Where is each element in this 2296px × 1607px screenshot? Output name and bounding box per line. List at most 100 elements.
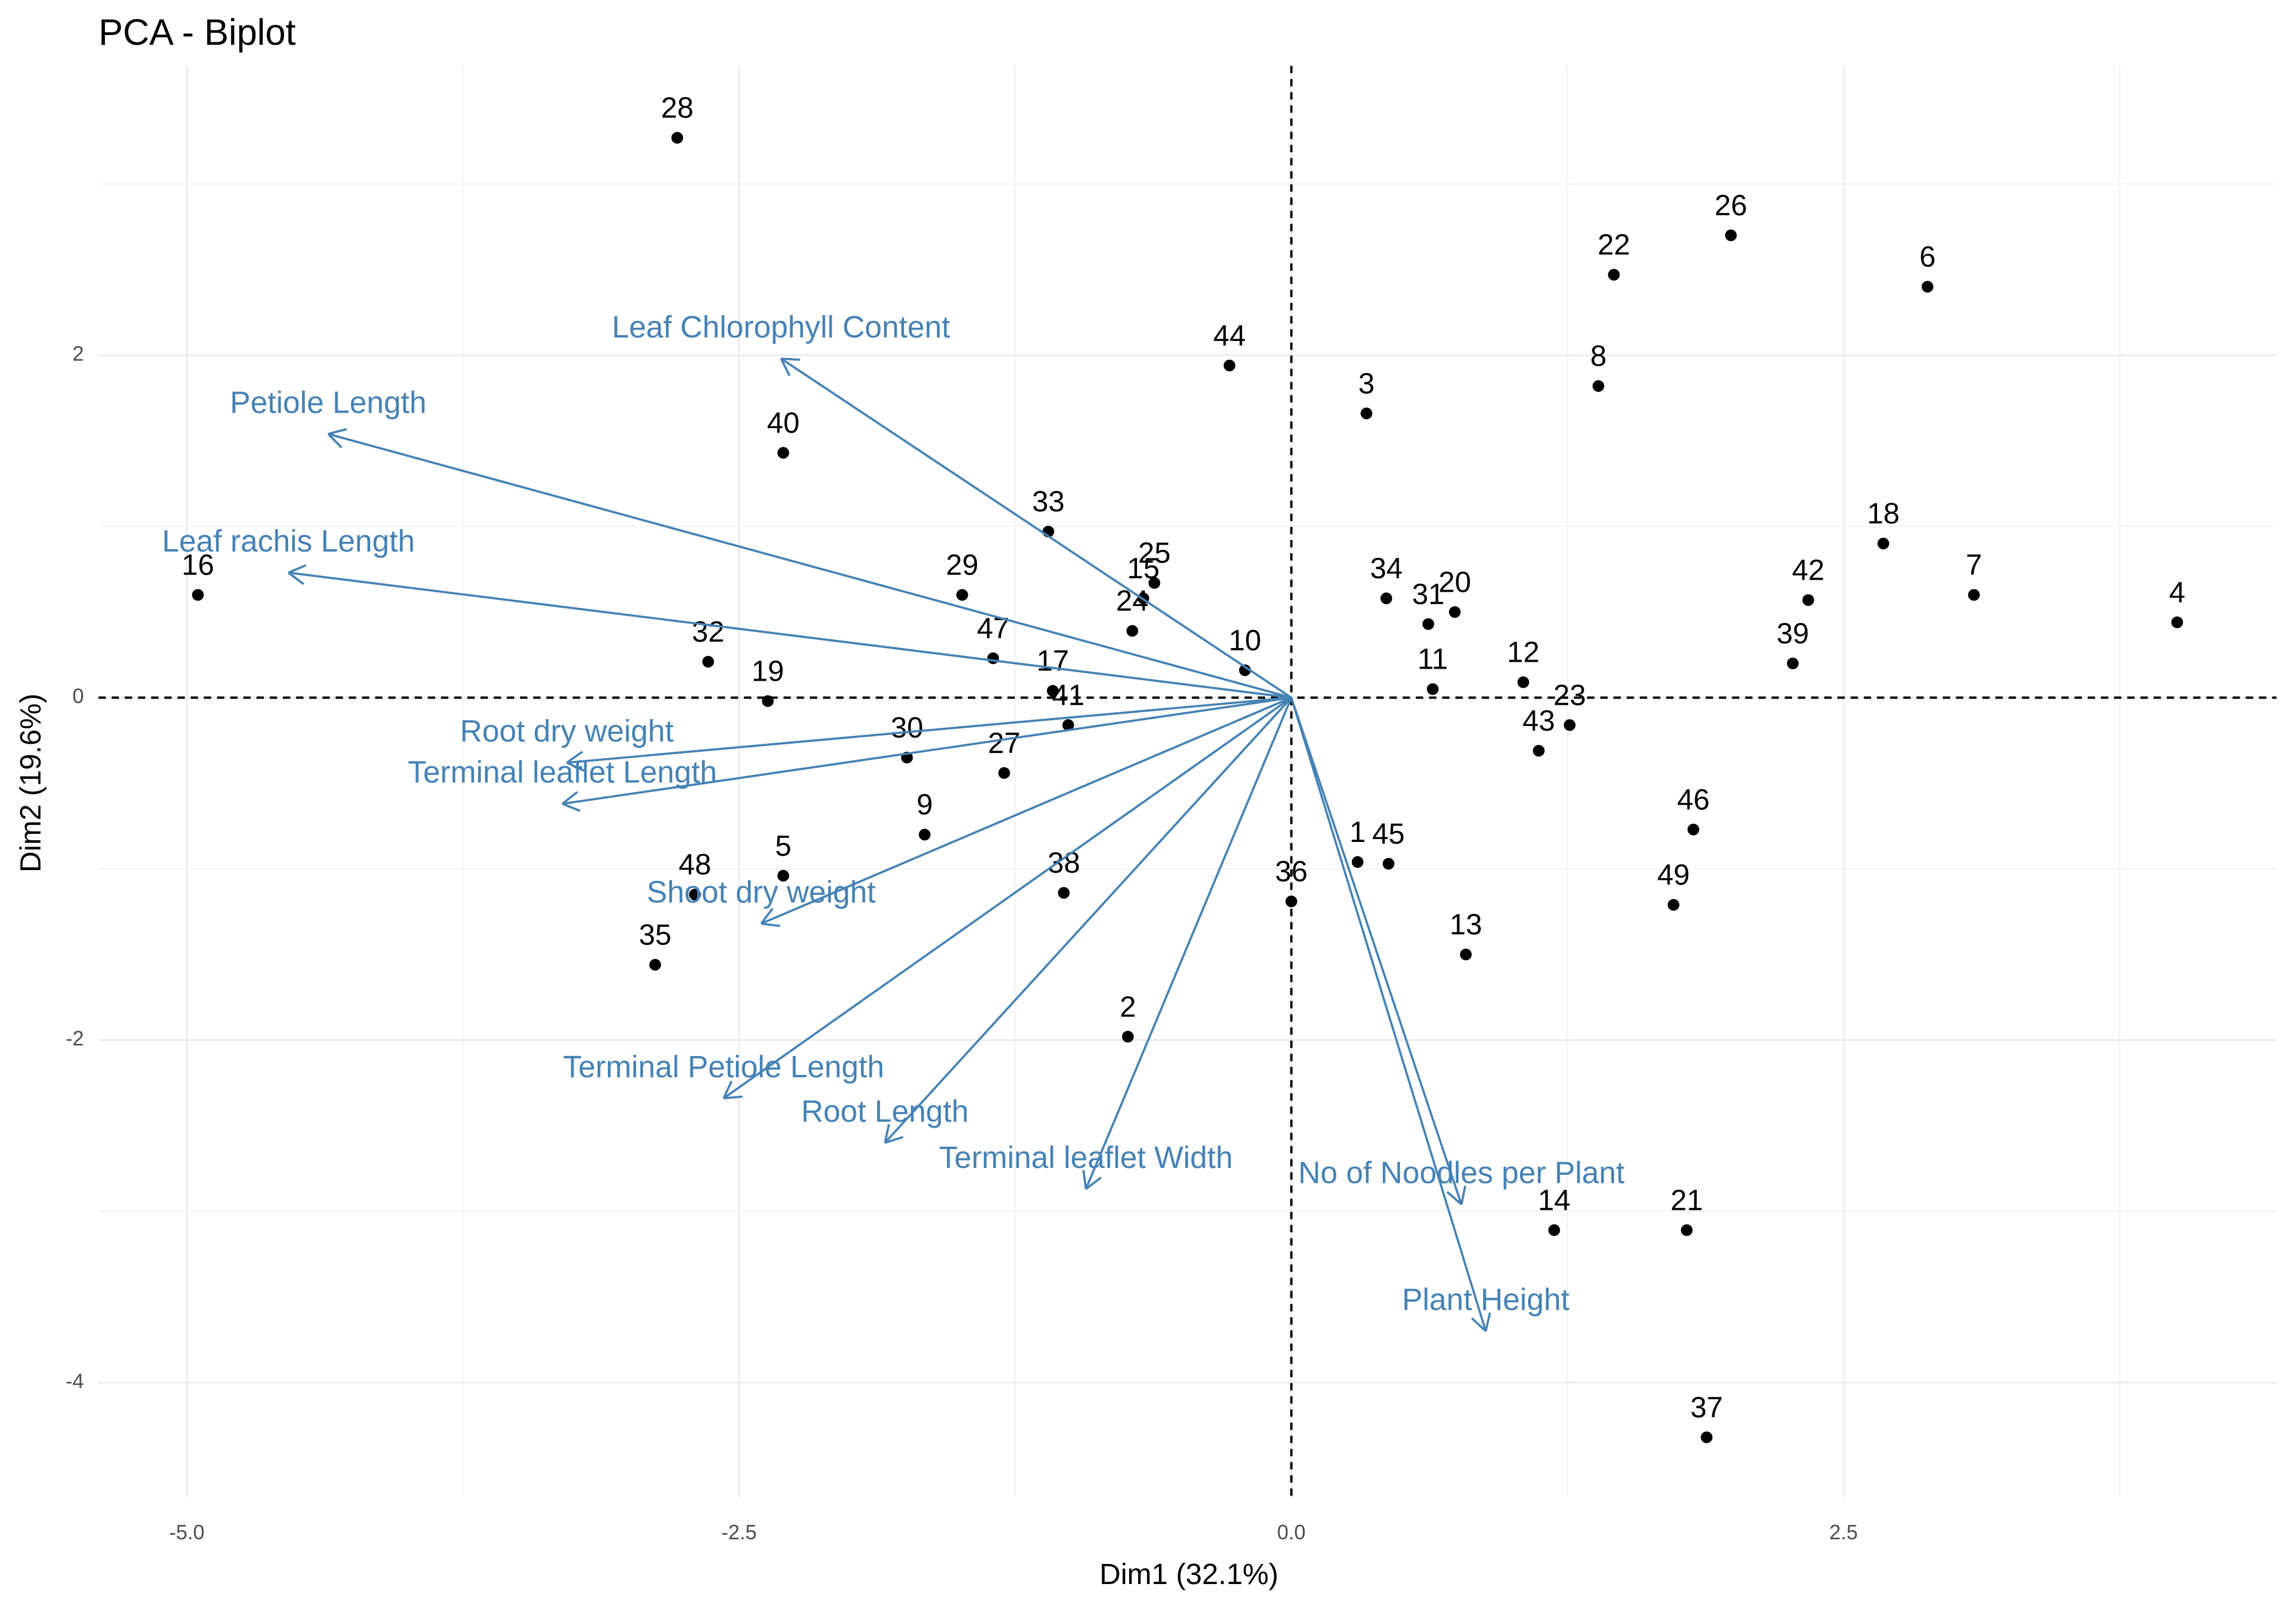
variable-label: Leaf Chlorophyll Content: [612, 310, 951, 344]
point: [1382, 857, 1395, 870]
point: [1701, 1431, 1713, 1443]
point: [1921, 281, 1934, 293]
arrow-head: [566, 751, 583, 764]
arrow-head: [883, 1124, 890, 1143]
arrow-head: [885, 1136, 903, 1144]
arrow-head: [1082, 1170, 1087, 1190]
point: [1126, 625, 1138, 637]
loading-arrow: [288, 571, 1292, 699]
arrow-head: [1446, 1191, 1463, 1206]
loading-arrow: [562, 696, 1292, 805]
loading-arrow: [884, 697, 1293, 1144]
arrow-head: [566, 762, 585, 772]
variable-label: Plant Height: [1402, 1283, 1570, 1317]
point-label: 45: [1372, 817, 1405, 850]
point: [1058, 887, 1070, 899]
point-label: 1: [1349, 816, 1366, 848]
point-label: 25: [1138, 537, 1171, 569]
point-label: 16: [181, 549, 214, 581]
point: [649, 958, 661, 971]
point-label: 48: [678, 848, 711, 881]
point-label: 33: [1032, 485, 1065, 518]
arrow-head: [561, 791, 578, 805]
arrow-head: [288, 564, 307, 574]
arrow-head: [723, 1095, 743, 1100]
arrow-head: [761, 922, 781, 927]
point-label: 17: [1037, 645, 1069, 677]
point: [1148, 577, 1161, 589]
y-tick-label: -2: [65, 1027, 84, 1050]
point: [1564, 719, 1576, 731]
variable-label: No of Noodles per Plant: [1298, 1156, 1625, 1190]
point-label: 22: [1597, 228, 1630, 261]
y-tick-label: 0: [72, 685, 84, 708]
point: [1667, 899, 1680, 911]
variable-label: Petiole Length: [230, 386, 426, 420]
point-label: 35: [639, 918, 672, 951]
point-label: 9: [917, 788, 933, 821]
variable-label: Root Length: [801, 1094, 969, 1128]
y-tick-label: -4: [65, 1369, 84, 1392]
point: [918, 829, 931, 841]
point: [192, 589, 204, 601]
point: [956, 589, 968, 601]
point: [1968, 589, 1980, 601]
point-label: 21: [1670, 1183, 1703, 1216]
point-label: 5: [775, 829, 791, 862]
point: [671, 131, 684, 144]
point-label: 32: [692, 615, 724, 648]
point: [1877, 537, 1890, 550]
point-label: 11: [1418, 643, 1448, 676]
arrow-head: [1484, 1312, 1491, 1332]
point: [998, 767, 1010, 779]
variable-label: Terminal leaflet Width: [939, 1141, 1233, 1175]
x-tick-label: -2.5: [722, 1521, 757, 1544]
point-label: 13: [1449, 908, 1482, 941]
point-label: 30: [891, 711, 924, 744]
variable-label: Leaf rachis Length: [162, 525, 415, 558]
point: [1802, 594, 1814, 606]
point-label: 12: [1507, 636, 1539, 669]
point-label: 19: [751, 655, 784, 688]
point: [1548, 1224, 1560, 1236]
point-label: 8: [1590, 340, 1606, 372]
loading-arrow: [723, 697, 1292, 1100]
loading-arrow: [1085, 697, 1293, 1190]
point: [1517, 676, 1530, 688]
point-label: 43: [1522, 704, 1555, 737]
loading-arrow: [761, 696, 1292, 925]
point: [1608, 269, 1620, 281]
point: [1449, 606, 1461, 618]
y-axis-title: Dim2 (19.6%): [14, 693, 46, 872]
point-label: 36: [1275, 855, 1308, 888]
point: [1062, 719, 1075, 731]
variable-label: Terminal leaflet Length: [408, 756, 717, 790]
point: [1681, 1224, 1693, 1236]
point-label: 24: [1116, 584, 1149, 617]
point: [1787, 657, 1799, 670]
point-label: 23: [1553, 678, 1586, 711]
point-label: 41: [1052, 678, 1085, 711]
x-tick-label: 0.0: [1277, 1521, 1306, 1544]
point: [762, 695, 774, 707]
arrow-head: [1471, 1317, 1487, 1332]
arrow-head: [760, 907, 774, 925]
arrow-head: [1460, 1185, 1467, 1205]
loading-arrow: [1290, 697, 1463, 1205]
arrow-head: [562, 802, 581, 812]
point-label: 47: [977, 612, 1010, 645]
point: [1380, 592, 1393, 604]
point: [702, 655, 714, 668]
point: [987, 652, 999, 665]
point: [1422, 618, 1434, 630]
point-label: 3: [1358, 367, 1374, 399]
point-label: 29: [946, 549, 979, 581]
point: [689, 888, 701, 900]
arrow-head: [328, 428, 347, 436]
loading-arrow: [780, 358, 1292, 699]
point-label: 10: [1229, 624, 1262, 657]
x-tick-label: -5.0: [169, 1521, 205, 1544]
x-axis-title: Dim1 (32.1%): [1100, 1558, 1279, 1590]
